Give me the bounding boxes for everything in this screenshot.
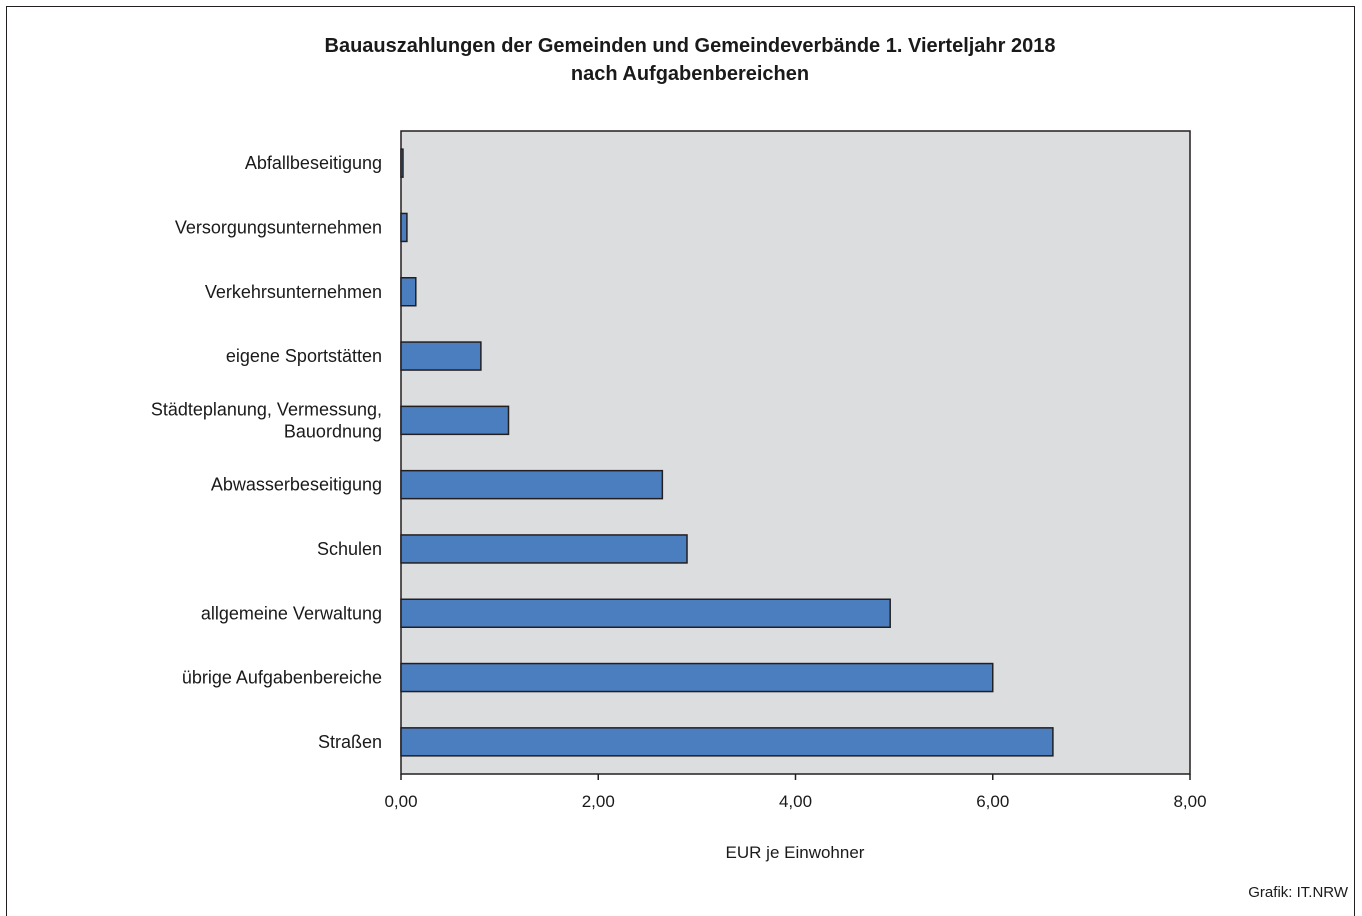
x-axis-ticks: 0,00 2,00 4,00 6,00 8,00 <box>384 774 1207 811</box>
bar-4 <box>400 341 482 371</box>
category-label-9: übrige Aufgabenbereiche <box>182 668 382 688</box>
category-label-6: Abwasserbeseitigung <box>211 475 382 495</box>
category-label-10: Straßen <box>318 732 382 752</box>
chart-title-line2: nach Aufgabenbereichen <box>571 63 809 85</box>
category-label-1: Abfallbeseitigung <box>245 153 382 173</box>
bar-5 <box>400 405 510 436</box>
x-tick-label-5: 8,00 <box>1173 792 1206 811</box>
bar-3 <box>400 277 417 307</box>
bar-7 <box>400 534 688 564</box>
category-label-4: eigene Sportstätten <box>226 346 382 366</box>
x-tick-label-3: 4,00 <box>779 792 812 811</box>
x-tick-label-4: 6,00 <box>976 792 1009 811</box>
bars-group <box>400 148 1054 757</box>
bar-9 <box>400 662 994 693</box>
category-label-2: Versorgungsunternehmen <box>175 217 382 237</box>
x-tick-label-1: 0,00 <box>384 792 417 811</box>
category-label-3: Verkehrsunternehmen <box>205 282 382 302</box>
chart-frame <box>6 6 1355 916</box>
chart-title-line1: Bauauszahlungen der Gemeinden und Gemein… <box>325 35 1056 57</box>
bar-2 <box>400 212 408 243</box>
bar-8 <box>400 598 891 628</box>
category-label-7: Schulen <box>317 539 382 559</box>
category-labels: Abfallbeseitigung Versorgungsunternehmen V… <box>151 153 382 752</box>
bar-6 <box>400 469 664 500</box>
x-axis-label: EUR je Einwohner <box>726 843 865 862</box>
category-label-5: Städteplanung, Vermessung, Bauordnung <box>151 399 382 441</box>
bar-1 <box>400 148 404 178</box>
bar-10 <box>400 727 1054 757</box>
x-tick-label-2: 2,00 <box>582 792 615 811</box>
category-label-8: allgemeine Verwaltung <box>201 603 382 623</box>
source-credit: Grafik: IT.NRW <box>1248 884 1349 901</box>
